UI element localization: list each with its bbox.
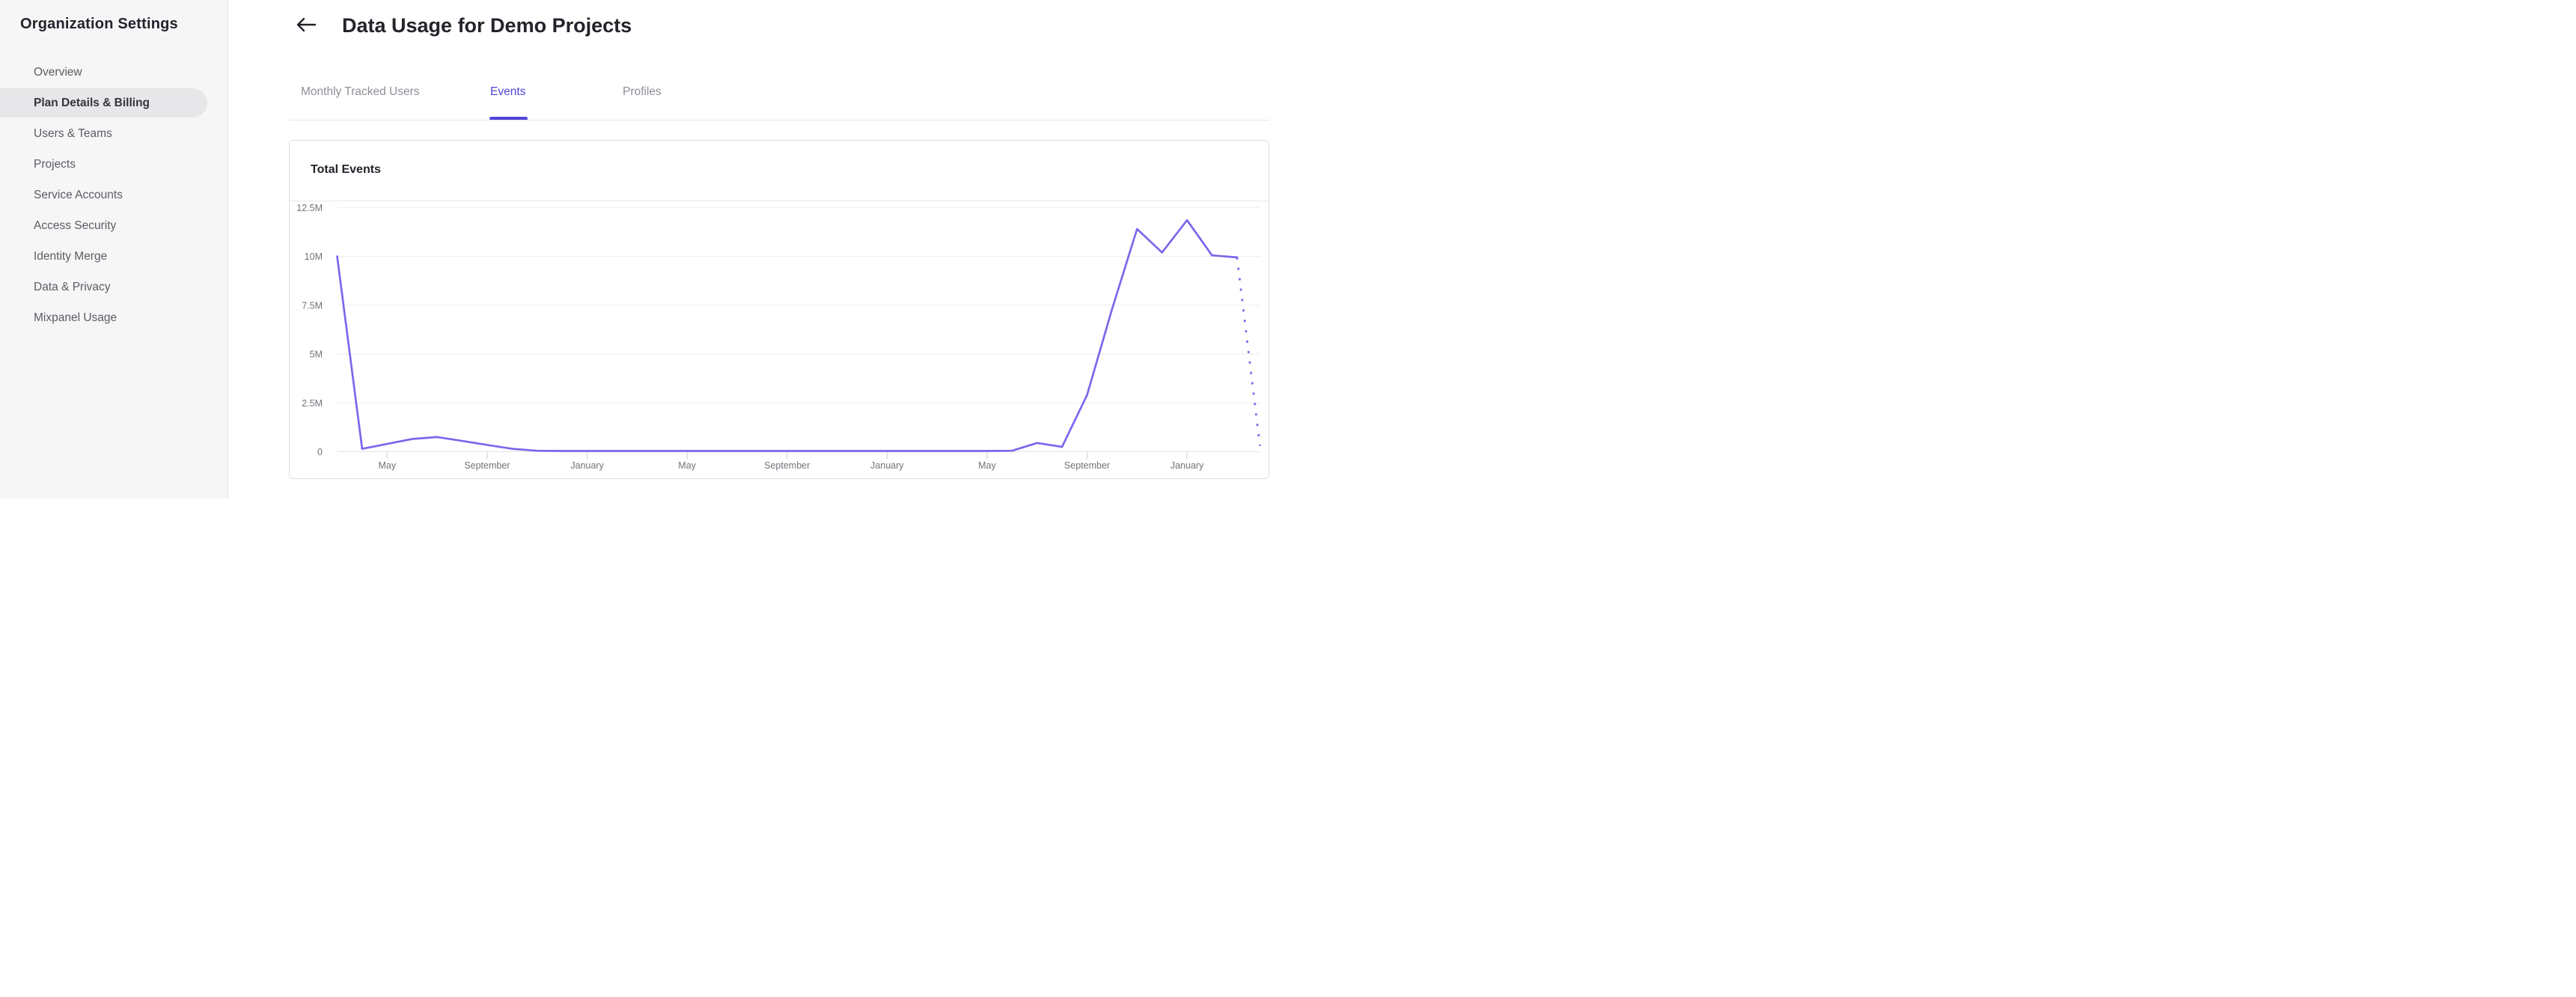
back-button[interactable] <box>294 14 318 37</box>
tab-label: Events <box>490 85 526 98</box>
sidebar-item-users-teams[interactable]: Users & Teams <box>34 126 112 140</box>
y-axis-label: 0 <box>317 447 323 457</box>
tab-label: Monthly Tracked Users <box>301 85 420 98</box>
projected-dotted-segment <box>1236 257 1261 446</box>
page-title: Data Usage for Demo Projects <box>342 14 632 37</box>
y-axis-label: 12.5M <box>296 203 323 213</box>
tabs-divider <box>289 120 1269 121</box>
x-axis-label: May <box>678 460 696 471</box>
x-axis-label: January <box>870 460 904 471</box>
tab-events[interactable]: Events <box>489 81 528 121</box>
card-title: Total Events <box>311 163 381 176</box>
chart-canvas: 12.5M 10M 7.5M 5M 2.5M 0 May September January Ma… <box>296 203 1261 471</box>
sidebar-item-data-privacy[interactable]: Data & Privacy <box>34 280 111 293</box>
sidebar-item-projects[interactable]: Projects <box>34 157 76 171</box>
sidebar-item-service-accounts[interactable]: Service Accounts <box>34 188 123 201</box>
tab-profiles[interactable]: Profiles <box>623 81 662 103</box>
tabs-bar: Monthly Tracked Users Events Profiles <box>301 81 825 126</box>
sidebar-item-access-security[interactable]: Access Security <box>34 219 117 232</box>
tab-monthly-tracked-users[interactable]: Monthly Tracked Users <box>301 81 420 103</box>
x-axis-label: May <box>978 460 996 471</box>
active-tab-underline <box>489 117 528 121</box>
y-axis-label: 2.5M <box>302 398 323 409</box>
y-axis-label: 10M <box>305 251 323 262</box>
x-axis-label: January <box>570 460 604 471</box>
x-axis-label: September <box>764 460 810 471</box>
left-arrow-icon <box>296 17 317 31</box>
sidebar-item-mixpanel-usage[interactable]: Mixpanel Usage <box>34 311 117 324</box>
y-axis-label: 7.5M <box>302 300 323 311</box>
sidebar: Organization Settings Overview Plan Detai… <box>0 0 228 498</box>
total-events-line <box>336 219 1239 452</box>
main-content: Data Usage for Demo Projects Monthly Tra… <box>228 0 1288 498</box>
y-axis-label: 5M <box>310 350 323 360</box>
total-events-line-chart: 12.5M 10M 7.5M 5M 2.5M 0 May September January Ma… <box>290 141 1269 478</box>
sidebar-nav: Overview Plan Details & Billing Users & Te… <box>0 56 228 334</box>
x-axis-label: September <box>1064 460 1110 471</box>
tab-label: Profiles <box>623 85 662 98</box>
sidebar-title: Organization Settings <box>20 16 178 32</box>
x-axis-label: September <box>464 460 510 471</box>
app-root: Organization Settings Overview Plan Detai… <box>0 0 1288 498</box>
sidebar-item-overview[interactable]: Overview <box>34 65 82 79</box>
x-axis-label: January <box>1171 460 1204 471</box>
sidebar-item-identity-merge[interactable]: Identity Merge <box>34 249 108 263</box>
sidebar-item-plan-details-billing[interactable]: Plan Details & Billing <box>0 88 207 118</box>
x-axis-label: May <box>378 460 396 471</box>
total-events-card: Total Events 12.5M 10M 7.5M 5M 2.5M 0 May Septe… <box>289 140 1269 479</box>
